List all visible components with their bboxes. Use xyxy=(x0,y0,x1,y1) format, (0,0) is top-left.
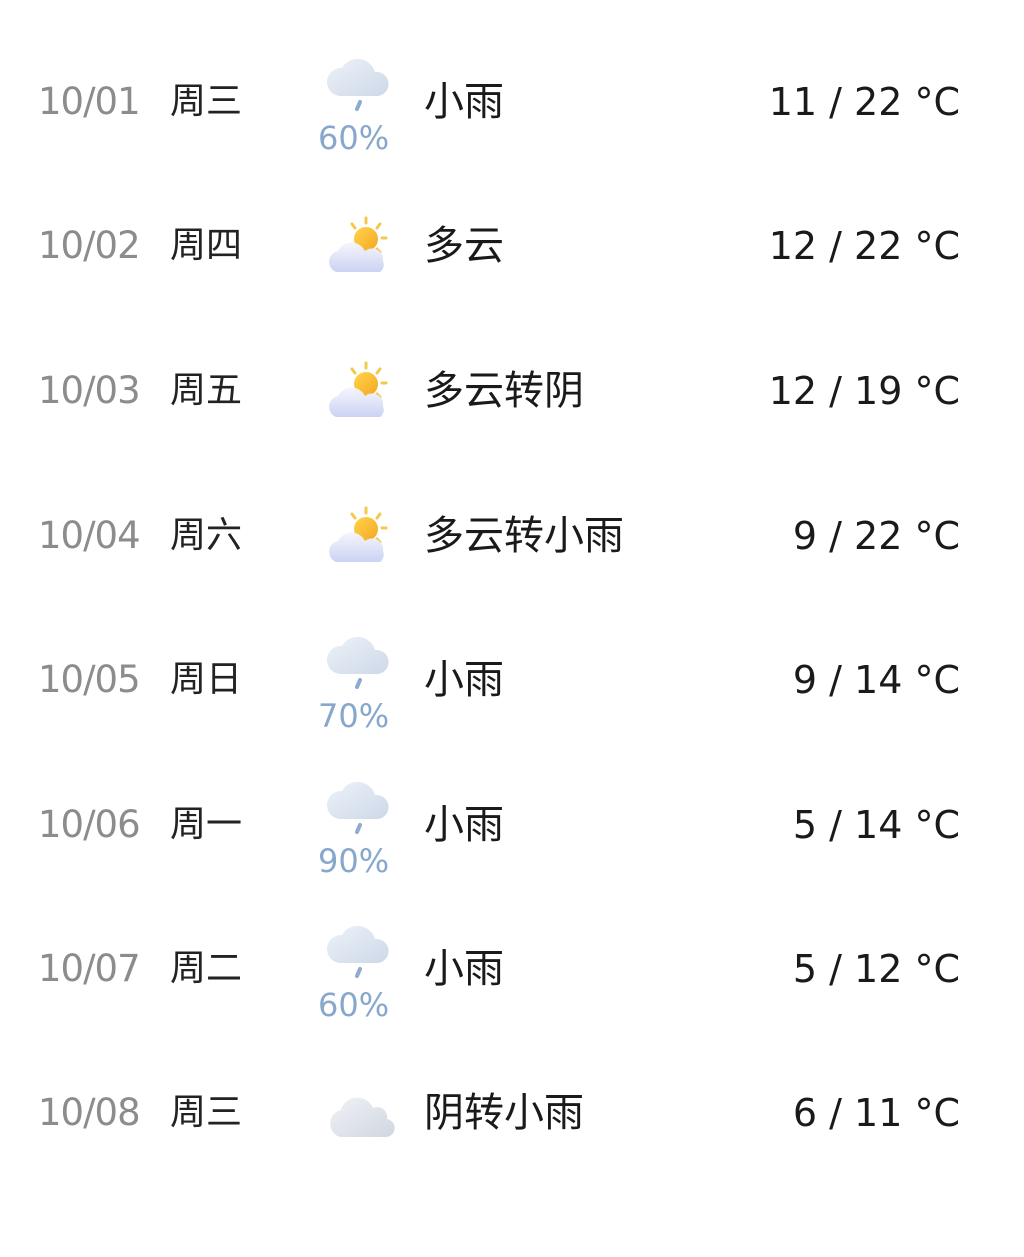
condition-label: 多云转阴 xyxy=(424,368,584,414)
temperature-range: 5 / 12 °C xyxy=(792,947,960,991)
condition-label: 小雨 xyxy=(424,79,504,125)
forecast-row[interactable]: 10/06 周一 90% 小雨 5 / 14 °C xyxy=(0,781,1024,969)
forecast-row[interactable]: 10/05 周日 70% 小雨 9 / 14 °C xyxy=(0,636,1024,824)
forecast-row[interactable]: 10/07 周二 60% 小雨 5 / 12 °C xyxy=(0,925,1024,1113)
date-label: 10/02 xyxy=(38,224,141,267)
condition-label: 多云 xyxy=(424,223,504,269)
date-label: 10/08 xyxy=(38,1091,141,1134)
overcast-cloud-icon xyxy=(322,1077,398,1153)
light-rain-icon xyxy=(322,50,398,126)
temperature-range: 9 / 22 °C xyxy=(792,514,960,558)
temperature-range: 12 / 22 °C xyxy=(768,224,960,268)
precipitation-chance: 60% xyxy=(318,986,390,1024)
date-label: 10/03 xyxy=(38,369,141,412)
condition-label: 阴转小雨 xyxy=(424,1090,584,1136)
temperature-range: 11 / 22 °C xyxy=(768,80,960,124)
temperature-range: 9 / 14 °C xyxy=(792,658,960,702)
forecast-row[interactable]: 10/01 周三 60% 小雨 11 / 22 °C xyxy=(0,58,1024,246)
temperature-range: 6 / 11 °C xyxy=(792,1091,960,1135)
temperature-range: 5 / 14 °C xyxy=(792,803,960,847)
condition-label: 多云转小雨 xyxy=(424,513,624,559)
weekday-label: 周日 xyxy=(170,659,243,700)
forecast-row[interactable]: 10/03 周五 多云转阴 12 / 19 °C xyxy=(0,361,1024,535)
precipitation-chance: 90% xyxy=(318,842,390,880)
condition-label: 小雨 xyxy=(424,657,504,703)
date-label: 10/07 xyxy=(38,947,141,990)
weekday-label: 周五 xyxy=(170,370,243,411)
date-label: 10/04 xyxy=(38,514,141,557)
forecast-row[interactable]: 10/08 周三 阴转小雨 6 / 11 °C xyxy=(0,1090,1024,1257)
precipitation-chance: 70% xyxy=(318,697,390,735)
condition-label: 小雨 xyxy=(424,946,504,992)
partly-cloudy-icon xyxy=(322,210,398,286)
date-label: 10/05 xyxy=(38,658,141,701)
weekday-label: 周二 xyxy=(170,948,243,989)
temperature-range: 12 / 19 °C xyxy=(768,369,960,413)
light-rain-icon xyxy=(322,917,398,993)
light-rain-icon xyxy=(322,628,398,704)
weekday-label: 周三 xyxy=(170,81,243,122)
weekday-label: 周三 xyxy=(170,1092,243,1133)
weekday-label: 周六 xyxy=(170,515,243,556)
partly-cloudy-icon xyxy=(322,355,398,431)
light-rain-icon xyxy=(322,773,398,849)
precipitation-chance: 60% xyxy=(318,119,390,157)
date-label: 10/01 xyxy=(38,80,141,123)
condition-label: 小雨 xyxy=(424,802,504,848)
date-label: 10/06 xyxy=(38,803,141,846)
forecast-row[interactable]: 10/04 周六 多云转小雨 9 / 22 °C xyxy=(0,506,1024,680)
weekday-label: 周四 xyxy=(170,225,243,266)
forecast-row[interactable]: 10/02 周四 多云 12 / 22 °C xyxy=(0,216,1024,390)
weekday-label: 周一 xyxy=(170,804,243,845)
partly-cloudy-icon xyxy=(322,500,398,576)
